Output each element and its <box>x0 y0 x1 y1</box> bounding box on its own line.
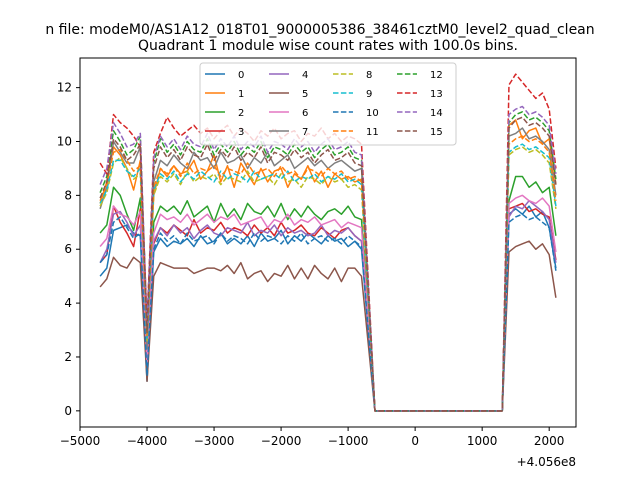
series-line-5 <box>99 240 557 412</box>
series-line-2 <box>99 175 557 412</box>
y-tick-label: 10 <box>57 134 72 148</box>
legend-label-10: 10 <box>366 108 379 119</box>
y-axis: 0 2 4 6 8 10 12 <box>57 81 80 418</box>
figure-suptitle: n file: modeM0/AS1A12_018T01_9000005386_… <box>45 22 594 38</box>
x-tick-label: 1000 <box>467 434 498 448</box>
x-tick-label: 0 <box>411 434 419 448</box>
x-tick-label: 2000 <box>534 434 565 448</box>
series-line-15 <box>99 116 557 412</box>
series-line-7 <box>99 127 557 412</box>
x-tick-label: −2000 <box>261 434 302 448</box>
y-tick-label: 4 <box>64 296 72 310</box>
x-tick-label: −5000 <box>60 434 101 448</box>
legend-label-11: 11 <box>366 127 379 138</box>
legend-label-4: 4 <box>302 70 308 81</box>
legend-label-5: 5 <box>302 89 308 100</box>
series-line-11 <box>99 135 557 412</box>
legend-label-7: 7 <box>302 127 308 138</box>
legend-label-12: 12 <box>430 70 443 81</box>
y-tick-label: 8 <box>64 188 72 202</box>
plot-frame <box>79 57 577 428</box>
x-tick-label: −4000 <box>127 434 168 448</box>
legend-label-3: 3 <box>238 127 244 138</box>
y-tick-label: 2 <box>64 350 72 364</box>
x-offset-text: +4.056e8 <box>517 455 576 469</box>
legend-label-13: 13 <box>430 89 443 100</box>
y-tick-label: 0 <box>64 404 72 418</box>
x-tick-label: −1000 <box>328 434 369 448</box>
series-line-0 <box>99 205 557 412</box>
legend-label-0: 0 <box>238 70 244 81</box>
x-axis: −5000 −4000 −3000 −2000 −1000 0 1000 2000 <box>60 427 565 448</box>
y-tick-label: 6 <box>64 242 72 256</box>
series-line-6 <box>99 194 557 412</box>
legend-label-15: 15 <box>430 127 443 138</box>
legend-label-14: 14 <box>430 108 443 119</box>
series-line-14 <box>99 105 557 412</box>
legend-label-6: 6 <box>302 108 308 119</box>
legend-label-9: 9 <box>366 89 372 100</box>
legend-label-2: 2 <box>238 108 244 119</box>
y-tick-label: 12 <box>57 81 72 95</box>
chart-title: Quadrant 1 module wise count rates with … <box>138 38 518 54</box>
legend-box <box>199 62 457 146</box>
x-tick-label: −3000 <box>194 434 235 448</box>
series-line-10 <box>99 213 557 412</box>
legend-label-8: 8 <box>366 70 372 81</box>
legend-label-1: 1 <box>238 89 244 100</box>
